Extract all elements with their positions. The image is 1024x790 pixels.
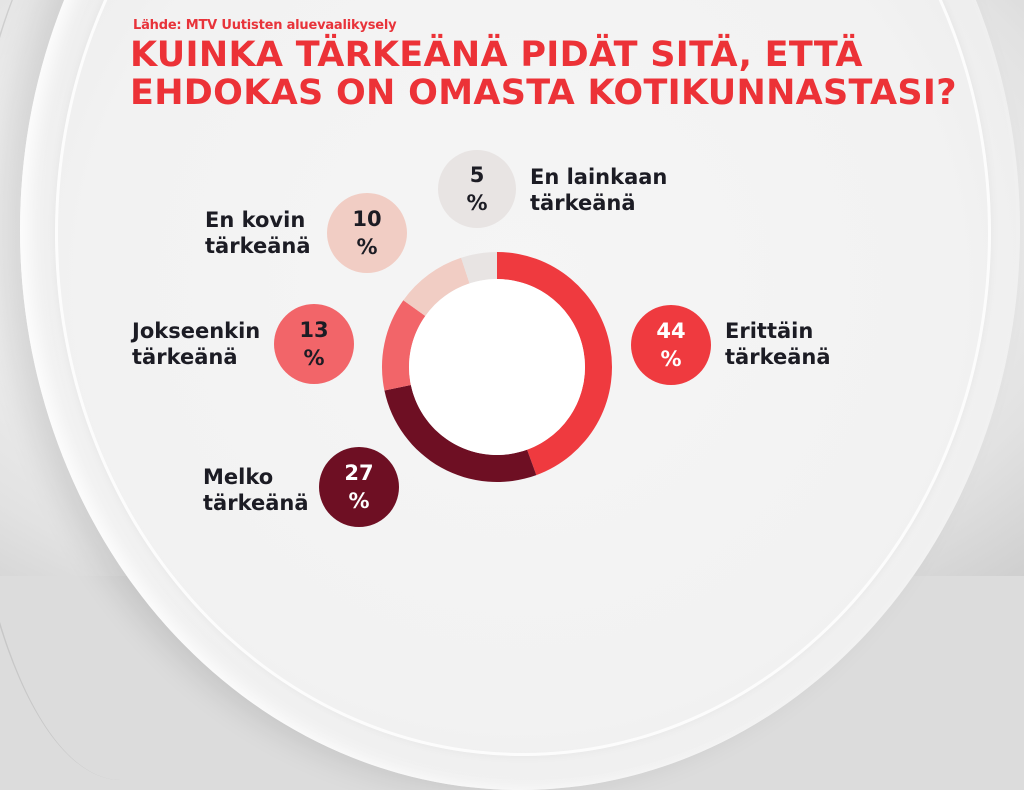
label-en-lainkaan: En lainkaan tärkeänä [530, 164, 667, 216]
label-line2: tärkeänä [203, 491, 309, 515]
bubble-jokseenkin: 13 % [274, 304, 354, 384]
label-line2: tärkeänä [725, 345, 831, 369]
bubble-melko: 27 % [319, 447, 399, 527]
bubble-percent: % [466, 191, 488, 215]
label-line1: En kovin [205, 208, 306, 232]
label-line2: tärkeänä [132, 345, 238, 369]
donut-hole [409, 279, 585, 455]
bubble-percent: % [348, 489, 370, 513]
bubble-en-kovin: 10 % [327, 193, 407, 273]
chart-title-line2: EHDOKAS ON OMASTA KOTIKUNNASTASI? [130, 73, 957, 113]
label-erittain: Erittäin tärkeänä [725, 318, 831, 370]
source-text: Lähde: MTV Uutisten aluevaalikysely [133, 18, 397, 33]
bubble-percent: % [303, 346, 325, 370]
donut-segment [382, 300, 426, 391]
bubble-value: 13 [299, 318, 329, 342]
label-line1: Erittäin [725, 319, 814, 343]
bubble-value: 10 [352, 207, 382, 231]
label-en-kovin: En kovin tärkeänä [205, 207, 311, 259]
bubble-percent: % [356, 235, 378, 259]
label-line1: Melko [203, 465, 274, 489]
bubble-en-lainkaan: 5 % [438, 150, 516, 228]
chart-title: KUINKA TÄRKEÄNÄ PIDÄT SITÄ, ETTÄ EHDOKAS… [130, 35, 957, 113]
bubble-value: 27 [344, 461, 374, 485]
label-line1: En lainkaan [530, 165, 668, 189]
donut-segment [384, 385, 537, 482]
donut-segment [461, 252, 497, 284]
chart-title-line1: KUINKA TÄRKEÄNÄ PIDÄT SITÄ, ETTÄ [130, 35, 863, 75]
bubble-value: 5 [469, 163, 485, 187]
label-line2: tärkeänä [530, 191, 636, 215]
bubble-value: 44 [656, 319, 686, 343]
label-line1: Jokseenkin [132, 319, 261, 343]
label-melko: Melko tärkeänä [203, 464, 309, 516]
label-line2: tärkeänä [205, 234, 311, 258]
label-jokseenkin: Jokseenkin tärkeänä [132, 318, 260, 370]
donut-segment [497, 252, 613, 476]
bubble-percent: % [660, 347, 682, 371]
bubble-erittain: 44 % [631, 305, 711, 385]
donut-segment [403, 257, 470, 316]
donut-chart [382, 252, 613, 482]
